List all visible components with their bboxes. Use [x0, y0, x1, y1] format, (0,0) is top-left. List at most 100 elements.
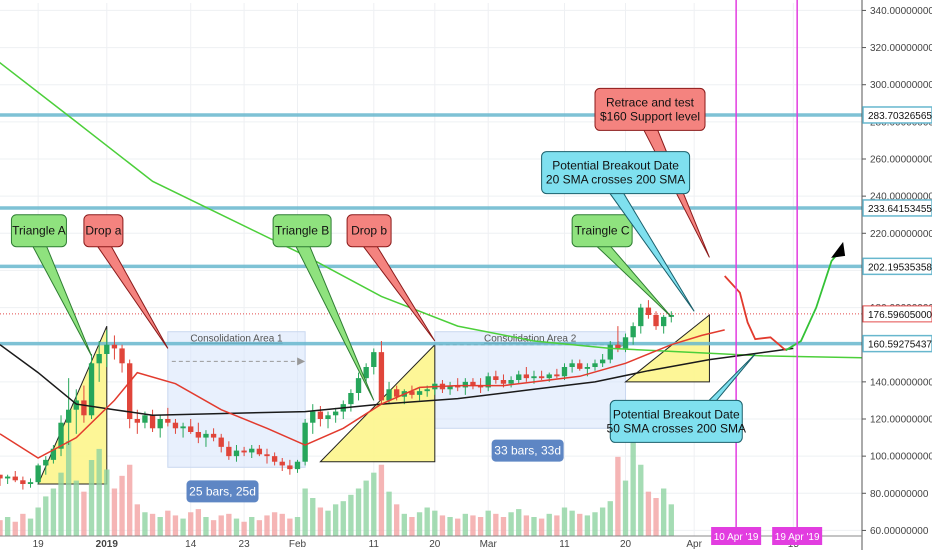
candle-body[interactable]	[35, 465, 41, 483]
candle-body[interactable]	[180, 426, 186, 429]
candle-body[interactable]	[20, 480, 26, 484]
candle-body[interactable]	[645, 307, 652, 315]
candle-body[interactable]	[317, 411, 324, 419]
candle-body[interactable]	[409, 391, 415, 395]
candle-body[interactable]	[271, 456, 278, 462]
candle-body[interactable]	[485, 376, 491, 388]
candle-body[interactable]	[455, 385, 461, 388]
callout-box[interactable]	[346, 214, 392, 248]
candle-body[interactable]	[394, 389, 400, 397]
candle-body[interactable]	[0, 474, 3, 479]
candle-body[interactable]	[660, 316, 667, 327]
candle-body[interactable]	[172, 422, 179, 429]
candle-body[interactable]	[210, 433, 217, 438]
candle-body[interactable]	[142, 415, 148, 423]
volume-bar	[477, 517, 484, 536]
candle-body[interactable]	[599, 359, 606, 364]
candle-body[interactable]	[4, 476, 11, 479]
candle-body[interactable]	[615, 344, 621, 349]
candle-body[interactable]	[447, 385, 453, 390]
candle-body[interactable]	[302, 422, 308, 462]
candle-body[interactable]	[88, 363, 95, 416]
callout-box[interactable]	[571, 214, 633, 248]
candle-body[interactable]	[355, 378, 362, 393]
candle-body[interactable]	[310, 411, 316, 423]
candle-body[interactable]	[477, 385, 484, 388]
candle-body[interactable]	[554, 374, 560, 377]
callout-box[interactable]	[609, 399, 743, 443]
candle-body[interactable]	[371, 352, 377, 367]
candle-body[interactable]	[96, 354, 102, 364]
candle-body[interactable]	[348, 393, 354, 405]
candle-body[interactable]	[218, 437, 224, 447]
candle-body[interactable]	[264, 454, 270, 457]
candle-body[interactable]	[538, 376, 545, 379]
volume-bar	[287, 518, 293, 536]
callout-box[interactable]	[10, 214, 67, 248]
candle-body[interactable]	[157, 419, 163, 429]
candle-body[interactable]	[43, 459, 49, 466]
candle-body[interactable]	[668, 315, 674, 317]
consolidation-area	[167, 331, 306, 468]
candle-body[interactable]	[653, 315, 659, 327]
candle-body[interactable]	[470, 381, 476, 386]
candle-body[interactable]	[592, 363, 598, 367]
candle-body[interactable]	[81, 400, 87, 416]
candle-body[interactable]	[584, 367, 591, 369]
candle-body[interactable]	[638, 307, 644, 327]
candle-body[interactable]	[294, 461, 301, 470]
candle-body[interactable]	[561, 367, 568, 377]
candle-body[interactable]	[241, 450, 247, 453]
candle-body[interactable]	[424, 389, 430, 392]
candle-body[interactable]	[462, 381, 468, 388]
candle-body[interactable]	[127, 363, 133, 419]
candle-body[interactable]	[622, 337, 629, 349]
candle-body[interactable]	[607, 344, 613, 360]
candle-body[interactable]	[12, 476, 18, 481]
candle-body[interactable]	[165, 419, 171, 423]
candle-body[interactable]	[203, 433, 209, 438]
candle-body[interactable]	[134, 419, 140, 423]
candle-body[interactable]	[111, 344, 118, 349]
candle-body[interactable]	[569, 363, 575, 367]
candle-body[interactable]	[149, 415, 156, 429]
candle-body[interactable]	[58, 422, 64, 449]
candle-body[interactable]	[50, 448, 57, 460]
candle-body[interactable]	[104, 344, 110, 354]
callout-box[interactable]	[541, 151, 691, 195]
candle-body[interactable]	[188, 426, 194, 432]
candle-body[interactable]	[256, 448, 263, 455]
candle-body[interactable]	[226, 446, 232, 457]
candle-body[interactable]	[325, 415, 331, 419]
candle-body[interactable]	[249, 448, 255, 453]
candle-body[interactable]	[363, 367, 369, 379]
candle-body[interactable]	[279, 461, 285, 466]
candle-body[interactable]	[378, 352, 385, 401]
callout-box[interactable]	[594, 87, 706, 131]
candle-body[interactable]	[119, 348, 125, 364]
candle-body[interactable]	[73, 400, 79, 410]
candle-body[interactable]	[546, 374, 552, 379]
candle-body[interactable]	[630, 326, 636, 338]
candle-body[interactable]	[233, 450, 240, 457]
candle-body[interactable]	[500, 380, 507, 384]
candle-body[interactable]	[65, 409, 72, 423]
candle-body[interactable]	[531, 376, 537, 379]
volume-bar	[279, 513, 285, 536]
candle-body[interactable]	[416, 391, 423, 395]
candle-body[interactable]	[577, 363, 583, 369]
candle-body[interactable]	[27, 482, 34, 484]
candle-body[interactable]	[287, 465, 293, 470]
y-tick-label: 120.00000000	[870, 415, 932, 426]
candle-body[interactable]	[195, 432, 202, 438]
callout-box[interactable]	[83, 214, 124, 248]
candle-body[interactable]	[508, 380, 514, 384]
volume-bar	[561, 507, 568, 536]
candle-body[interactable]	[523, 374, 530, 379]
candle-body[interactable]	[332, 411, 339, 416]
candle-body[interactable]	[493, 376, 499, 380]
candle-body[interactable]	[386, 389, 392, 401]
callout-box[interactable]	[272, 214, 332, 248]
candle-body[interactable]	[516, 374, 522, 380]
